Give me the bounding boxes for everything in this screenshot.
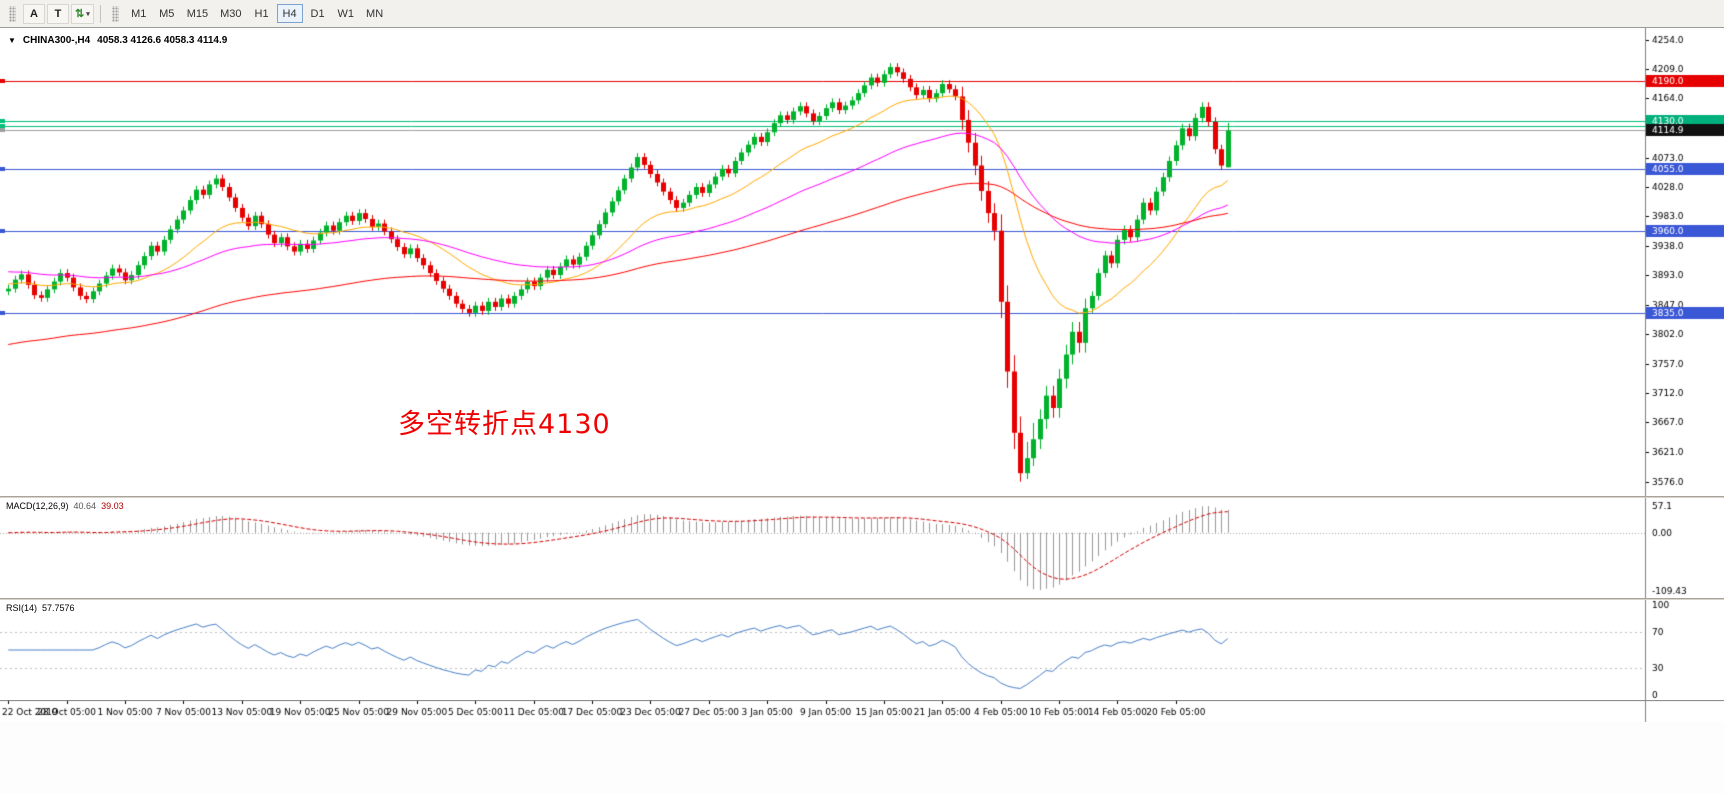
chart-menu-icon[interactable]: ▼	[8, 36, 16, 45]
timeframe-button-m1[interactable]: M1	[126, 4, 152, 23]
macd-label: MACD(12,26,9) 40.64 39.03	[6, 501, 124, 511]
timeframe-button-h4[interactable]: H4	[276, 4, 303, 23]
chart-annotation: 多空转折点4130	[398, 409, 611, 440]
timeframe-button-m5[interactable]: M5	[154, 4, 180, 23]
macd-name: MACD(12,26,9)	[6, 501, 69, 511]
timeframe-button-w1[interactable]: W1	[333, 4, 360, 23]
time-axis-panel	[0, 700, 1724, 722]
price-chart-canvas[interactable]	[0, 28, 1724, 496]
rsi-value: 57.7576	[42, 603, 75, 613]
symbol-name: CHINA300-,H4	[22, 35, 91, 46]
macd-canvas[interactable]	[0, 498, 1724, 598]
toolbar-separator	[99, 4, 101, 23]
arrows-icon: ⇅	[75, 8, 85, 20]
symbol-info: ▼ CHINA300-,H4 4058.3 4126.6 4058.3 4114…	[8, 35, 227, 46]
timeframe-button-h1[interactable]: H1	[249, 4, 275, 23]
timeframe-button-mn[interactable]: MN	[361, 4, 388, 23]
bottom-strip	[0, 722, 1724, 794]
timeframe-button-m30[interactable]: M30	[215, 4, 246, 23]
toolbar-grip-icon[interactable]	[9, 5, 16, 22]
panel-splitter[interactable]	[0, 496, 1724, 498]
arrow-tools-button[interactable]: ⇅ ▾	[71, 3, 94, 24]
caret-down-icon: ▾	[86, 10, 90, 18]
time-axis-canvas[interactable]	[0, 700, 1724, 722]
timeframe-grip-icon[interactable]	[111, 5, 119, 22]
ohlc-values: 4058.3 4126.6 4058.3 4114.9	[97, 35, 228, 46]
rsi-panel: RSI(14) 57.7576	[0, 600, 1724, 700]
rsi-name: RSI(14)	[6, 603, 38, 613]
annotations-tool-button[interactable]: A	[23, 3, 45, 24]
text-tool-button[interactable]: T	[47, 3, 69, 24]
macd-signal-value: 39.03	[101, 501, 124, 511]
rsi-label: RSI(14) 57.7576	[6, 603, 75, 613]
toolbar: A T ⇅ ▾ M1 M5 M15 M30 H1 H4 D1 W1 MN	[0, 0, 1724, 28]
rsi-canvas[interactable]	[0, 600, 1724, 700]
timeframe-button-d1[interactable]: D1	[305, 4, 331, 23]
panel-splitter[interactable]	[0, 598, 1724, 600]
main-chart-panel: ▼ CHINA300-,H4 4058.3 4126.6 4058.3 4114…	[0, 28, 1724, 496]
macd-panel: MACD(12,26,9) 40.64 39.03	[0, 498, 1724, 598]
macd-main-value: 40.64	[73, 501, 97, 511]
timeframe-button-m15[interactable]: M15	[182, 4, 213, 23]
